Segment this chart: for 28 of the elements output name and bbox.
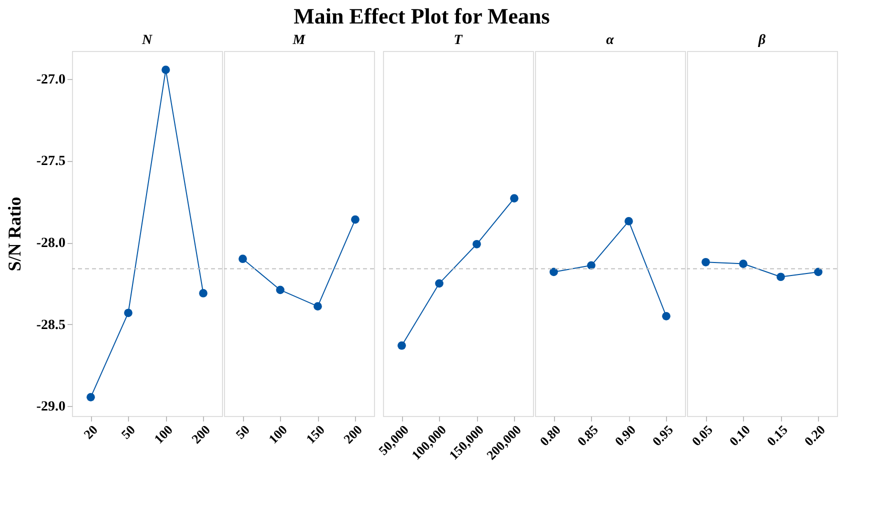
x-tick-label: 20 (80, 422, 100, 442)
y-tick-label: -28.5 (36, 318, 66, 333)
x-tick-label: 50 (232, 422, 252, 442)
chart-subtitle: N (140, 33, 153, 48)
x-tick-label: 100 (266, 422, 290, 446)
x-tick-label: 0.95 (649, 422, 676, 449)
x-tick-label: 0.05 (688, 422, 716, 449)
x-tick-label: 0.90 (612, 422, 638, 449)
x-tick-label: 0.20 (801, 422, 828, 449)
x-tick-label: 0.80 (536, 422, 564, 449)
y-tick-label: -27.0 (36, 72, 66, 88)
x-tick-label: 200 (340, 422, 365, 446)
y-tick-label: -27.5 (36, 154, 66, 170)
chart-subtitle: α (606, 33, 614, 48)
x-tick-label: 0.10 (726, 422, 753, 449)
x-tick-label: 100 (151, 422, 176, 446)
chart-title: Main Effect Plot for Means (294, 4, 550, 28)
x-tick-label: 50 (118, 422, 138, 442)
chart-subtitle: M (292, 33, 306, 48)
x-tick-label: 150 (303, 422, 328, 446)
y-axis-title: S/N Ratio (4, 196, 24, 272)
chart-subtitle: T (454, 33, 464, 48)
x-tick-label: 0.15 (764, 422, 791, 449)
y-tick-label: -28.0 (36, 236, 66, 251)
x-tick-label: 0.85 (574, 422, 602, 449)
x-tick-label: 200 (188, 422, 213, 446)
chart-subtitle: β (757, 33, 766, 48)
y-tick-label: -29.0 (36, 400, 66, 415)
